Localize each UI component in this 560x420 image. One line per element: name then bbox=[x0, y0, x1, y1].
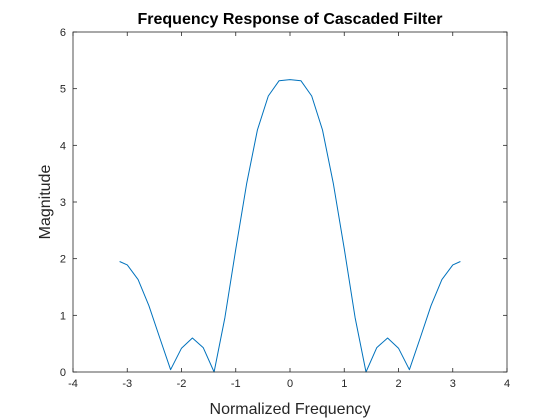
series-line-0 bbox=[119, 79, 461, 373]
axes-box bbox=[72, 31, 508, 373]
x-tick-label: -4 bbox=[68, 378, 78, 390]
x-tick-label: 4 bbox=[504, 378, 510, 390]
x-tick-label: 2 bbox=[395, 378, 401, 390]
x-tick-label: 3 bbox=[450, 378, 456, 390]
y-tick-label: 1 bbox=[60, 310, 66, 322]
series bbox=[119, 79, 461, 373]
y-tick-label: 4 bbox=[60, 140, 66, 152]
plot-area bbox=[73, 32, 507, 372]
x-tick-label: -3 bbox=[122, 378, 132, 390]
x-tick-label: -2 bbox=[177, 378, 187, 390]
x-tick-label: 0 bbox=[287, 378, 293, 390]
x-tick-label: -1 bbox=[231, 378, 241, 390]
y-tick-label: 6 bbox=[60, 27, 66, 39]
y-tick-label: 2 bbox=[60, 254, 66, 266]
chart-title: Frequency Response of Cascaded Filter bbox=[138, 11, 443, 28]
y-tick-label: 3 bbox=[60, 197, 66, 209]
y-tick-label: 5 bbox=[60, 84, 66, 96]
x-axis-label: Normalized Frequency bbox=[210, 401, 371, 418]
y-tick-label: 0 bbox=[60, 367, 66, 379]
x-tick-label: 1 bbox=[341, 378, 347, 390]
y-axis-label: Magnitude bbox=[37, 165, 54, 240]
